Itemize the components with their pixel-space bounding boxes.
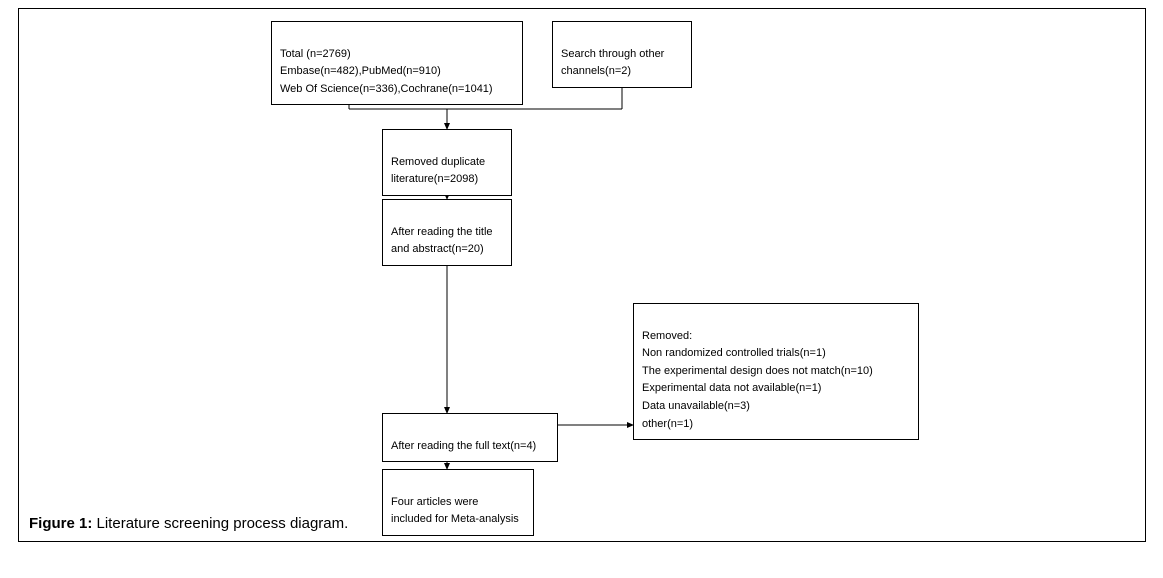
node-full-text: After reading the full text(n=4) [382,413,558,462]
node-total-sources: Total (n=2769) Embase(n=482),PubMed(n=91… [271,21,523,105]
node-text: Total (n=2769) Embase(n=482),PubMed(n=91… [280,48,493,95]
node-removed-reasons: Removed: Non randomized controlled trial… [633,303,919,440]
figure-container: Total (n=2769) Embase(n=482),PubMed(n=91… [0,0,1163,578]
node-text: After reading the full text(n=4) [391,440,536,452]
node-text: Removed: Non randomized controlled trial… [642,330,873,430]
diagram-frame: Total (n=2769) Embase(n=482),PubMed(n=91… [18,8,1146,542]
flow-edges [19,9,1147,543]
node-title-abstract: After reading the title and abstract(n=2… [382,199,512,266]
node-other-channels: Search through other channels(n=2) [552,21,692,88]
figure-caption: Figure 1: Literature screening process d… [29,515,348,532]
node-text: After reading the title and abstract(n=2… [391,226,493,256]
node-text: Four articles were included for Meta-ana… [391,496,519,526]
node-removed-duplicates: Removed duplicate literature(n=2098) [382,129,512,196]
caption-prefix: Figure 1: [29,515,92,532]
node-included: Four articles were included for Meta-ana… [382,469,534,536]
node-text: Search through other channels(n=2) [561,48,664,78]
caption-text: Literature screening process diagram. [92,515,348,532]
node-text: Removed duplicate literature(n=2098) [391,156,485,186]
